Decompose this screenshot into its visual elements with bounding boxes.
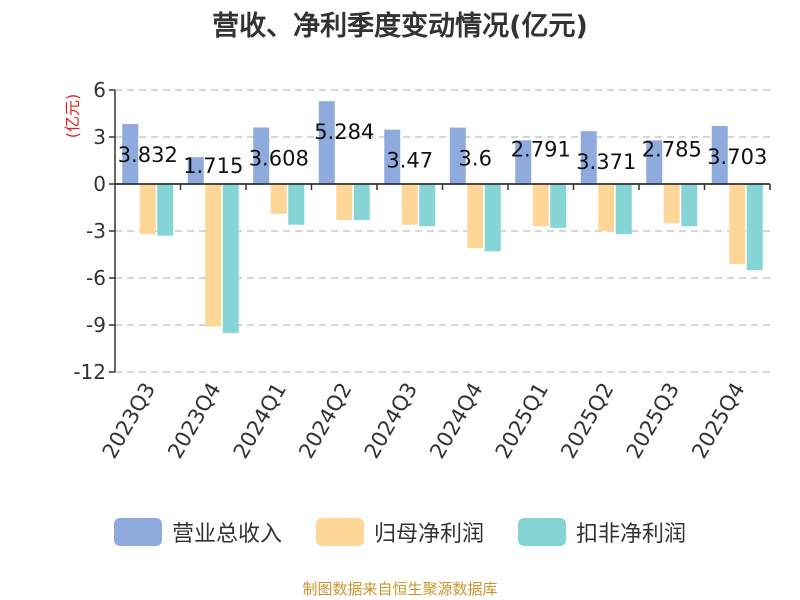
legend-label-net-profit: 归母净利润 xyxy=(373,522,484,547)
x-tick-label: 2024Q1 xyxy=(229,379,291,463)
y-tick-label: 0 xyxy=(93,172,106,196)
bar-revenue xyxy=(384,129,401,184)
bar-net-profit xyxy=(532,184,549,227)
bar-deducted-profit xyxy=(157,184,174,236)
y-tick-label: -3 xyxy=(86,219,106,243)
y-tick-label: 3 xyxy=(93,125,106,149)
bar-deducted-profit xyxy=(222,184,239,333)
bar-revenue xyxy=(711,125,728,184)
legend: 营业总收入 归母净利润 扣非净利润 xyxy=(0,516,800,548)
data-label: 3.608 xyxy=(249,146,309,170)
bar-net-profit xyxy=(729,184,746,264)
x-tick-label: 2024Q4 xyxy=(425,379,487,463)
data-label: 2.785 xyxy=(642,137,702,161)
x-tick-label: 2023Q4 xyxy=(163,379,225,463)
data-label: 3.6 xyxy=(459,147,492,171)
bar-deducted-profit xyxy=(681,184,698,227)
bar-deducted-profit xyxy=(550,184,567,228)
source-note: 制图数据来自恒生聚源数据库 xyxy=(302,580,498,598)
bar-deducted-profit xyxy=(353,184,370,221)
y-tick-label: -9 xyxy=(86,313,106,337)
bar-deducted-profit xyxy=(288,184,305,225)
legend-swatch-deducted-profit xyxy=(518,518,566,546)
bar-deducted-profit xyxy=(419,184,436,227)
data-label: 5.284 xyxy=(314,120,374,144)
chart-title: 营收、净利季度变动情况(亿元) xyxy=(212,11,588,42)
bar-revenue xyxy=(515,140,532,184)
data-label: 3.47 xyxy=(386,149,433,173)
bar-net-profit xyxy=(336,184,353,221)
data-label: 3.703 xyxy=(707,145,767,169)
bar-revenue xyxy=(253,127,270,184)
bar-revenue xyxy=(449,127,466,184)
bar-net-profit xyxy=(598,184,615,231)
data-label: 3.832 xyxy=(118,143,178,167)
data-label: 2.791 xyxy=(511,137,571,161)
x-tick-label: 2025Q4 xyxy=(687,379,749,463)
y-axis-unit-label: (亿元) xyxy=(63,94,82,139)
y-tick-label: -6 xyxy=(86,266,106,290)
x-tick-label: 2025Q3 xyxy=(622,379,684,463)
legend-item-revenue[interactable]: 营业总收入 xyxy=(113,516,282,548)
legend-label-deducted-profit: 扣非净利润 xyxy=(576,522,687,547)
legend-label-revenue: 营业总收入 xyxy=(171,522,282,547)
y-tick-label: -12 xyxy=(73,360,106,384)
bar-revenue xyxy=(646,140,663,184)
legend-swatch-net-profit xyxy=(315,518,364,546)
bar-net-profit xyxy=(663,184,680,224)
data-label: 1.715 xyxy=(183,154,243,178)
x-tick-label: 2025Q1 xyxy=(491,379,553,463)
bar-revenue xyxy=(187,157,204,184)
bar-deducted-profit xyxy=(484,184,501,252)
x-tick-label: 2024Q3 xyxy=(360,379,422,463)
legend-item-deducted-profit[interactable]: 扣非净利润 xyxy=(518,516,686,548)
y-tick-label: 6 xyxy=(93,78,106,102)
legend-item-net-profit[interactable]: 归母净利润 xyxy=(315,516,484,548)
bar-net-profit xyxy=(139,184,156,235)
bar-net-profit xyxy=(467,184,484,249)
bar-net-profit xyxy=(205,184,222,327)
bar-net-profit xyxy=(270,184,287,214)
bar-revenue xyxy=(580,131,597,184)
bar-net-profit xyxy=(401,184,418,225)
x-tick-label: 2023Q3 xyxy=(98,379,160,463)
x-tick-label: 2025Q2 xyxy=(556,379,618,463)
legend-swatch-revenue xyxy=(113,518,162,546)
bar-deducted-profit xyxy=(746,184,763,271)
bar-revenue xyxy=(122,123,139,184)
data-label: 3.371 xyxy=(576,150,636,174)
x-tick-label: 2024Q2 xyxy=(294,379,356,463)
bar-deducted-profit xyxy=(615,184,632,235)
bar-revenue xyxy=(318,101,335,184)
